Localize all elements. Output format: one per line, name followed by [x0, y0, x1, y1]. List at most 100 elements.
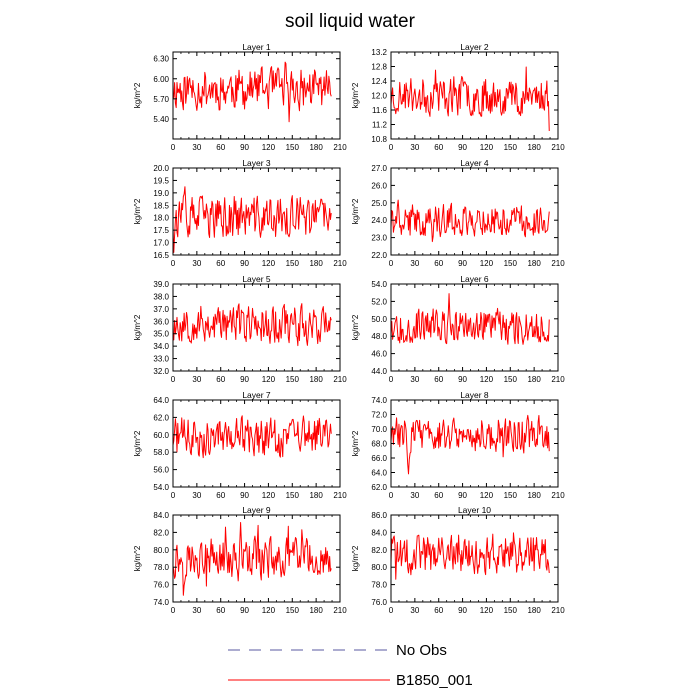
x-tick-label: 90 [240, 143, 249, 152]
y-tick-label: 78.0 [153, 563, 169, 572]
y-tick-label: 66.0 [371, 454, 387, 463]
x-tick-label: 60 [434, 259, 443, 268]
y-tick-label: 23.0 [371, 234, 387, 243]
y-tick-label: 26.0 [371, 181, 387, 190]
plot-frame [172, 283, 341, 372]
legend-label: No Obs [396, 642, 447, 659]
x-tick-label: 0 [171, 259, 176, 268]
x-tick-label: 0 [171, 143, 176, 152]
y-tick-label: 54.0 [371, 280, 387, 289]
series-line-b1850-001 [390, 414, 550, 475]
y-tick-label: 46.0 [371, 350, 387, 359]
y-tick-label: 5.70 [153, 95, 169, 104]
y-tick-label: 62.0 [153, 413, 169, 422]
y-tick-label: 58.0 [153, 448, 169, 457]
y-tick-label: 16.5 [153, 251, 169, 260]
y-axis-label: kg/m^2 [351, 198, 360, 224]
figure-title: soil liquid water [285, 11, 416, 32]
x-tick-label: 30 [410, 606, 419, 615]
x-tick-label: 180 [309, 259, 323, 268]
series-line-b1850-001 [390, 532, 550, 580]
y-tick-label: 13.2 [371, 48, 387, 57]
x-tick-label: 210 [333, 375, 347, 384]
x-tick-label: 60 [216, 259, 225, 268]
y-tick-label: 52.0 [371, 297, 387, 306]
y-tick-label: 6.00 [153, 75, 169, 84]
x-tick-label: 60 [434, 491, 443, 500]
x-tick-label: 180 [527, 143, 541, 152]
x-tick-label: 210 [333, 143, 347, 152]
y-tick-label: 17.5 [153, 226, 169, 235]
panel-title: Layer 6 [460, 274, 489, 284]
x-tick-label: 90 [458, 491, 467, 500]
y-tick-label: 37.0 [153, 305, 169, 314]
y-tick-label: 19.0 [153, 189, 169, 198]
x-tick-label: 120 [262, 259, 276, 268]
y-tick-label: 82.0 [153, 528, 169, 537]
y-tick-label: 11.6 [372, 106, 388, 115]
y-tick-label: 10.8 [371, 135, 387, 144]
x-tick-label: 30 [410, 491, 419, 500]
x-tick-label: 120 [480, 259, 494, 268]
panel-title: Layer 8 [460, 390, 489, 400]
x-tick-label: 90 [458, 375, 467, 384]
x-tick-label: 120 [480, 491, 494, 500]
y-tick-label: 19.5 [153, 176, 169, 185]
x-tick-label: 120 [262, 375, 276, 384]
y-tick-label: 72.0 [371, 411, 387, 420]
y-tick-label: 84.0 [153, 511, 169, 520]
x-tick-label: 120 [480, 606, 494, 615]
x-tick-label: 150 [504, 375, 518, 384]
x-tick-label: 90 [240, 606, 249, 615]
x-tick-label: 0 [389, 259, 394, 268]
x-tick-label: 90 [240, 259, 249, 268]
x-tick-label: 90 [458, 606, 467, 615]
y-tick-label: 39.0 [153, 280, 169, 289]
x-tick-label: 150 [286, 375, 300, 384]
panel-title: Layer 2 [460, 42, 489, 52]
x-tick-label: 150 [504, 143, 518, 152]
series-line-b1850-001 [172, 521, 332, 596]
x-tick-label: 60 [216, 491, 225, 500]
y-axis-label: kg/m^2 [133, 314, 142, 340]
x-tick-label: 120 [262, 143, 276, 152]
x-tick-label: 30 [192, 143, 201, 152]
panel-title: Layer 1 [242, 42, 271, 52]
y-tick-label: 35.0 [153, 330, 169, 339]
plot-frame [390, 167, 559, 256]
x-tick-label: 0 [171, 606, 176, 615]
panel-layer-5: Layer 5 0 30 60 90 120 150 180 210 32.0 33.0 34.0 35… [133, 274, 347, 384]
y-tick-label: 12.4 [371, 77, 387, 86]
plot-frame [172, 514, 341, 603]
y-tick-label: 33.0 [153, 355, 169, 364]
series-line-b1850-001 [390, 293, 550, 345]
x-tick-label: 180 [527, 375, 541, 384]
x-tick-label: 210 [333, 606, 347, 615]
y-tick-label: 70.0 [371, 425, 387, 434]
x-tick-label: 210 [551, 259, 565, 268]
series-line-b1850-001 [390, 199, 550, 243]
panel-layer-7: Layer 7 0 30 60 90 120 150 180 210 54.0 56.0 58.0 60… [133, 390, 347, 500]
y-tick-label: 20.0 [153, 164, 169, 173]
panels-grid: Layer 10 30 60 90 120 150 180 2105.405.706.006.… [133, 42, 565, 615]
y-tick-label: 12.8 [371, 63, 387, 72]
panel-layer-8: Layer 8 0 30 60 90 120 150 180 210 62.0 64.0 66.0 68… [351, 390, 565, 500]
x-tick-label: 150 [504, 259, 518, 268]
y-tick-label: 56.0 [153, 466, 169, 475]
x-tick-label: 180 [309, 375, 323, 384]
y-tick-label: 36.0 [153, 317, 169, 326]
series-line-b1850-001 [172, 61, 332, 123]
x-tick-label: 180 [309, 143, 323, 152]
panel-layer-10: Layer 10 0 30 60 90 120 150 180 210 76.0 78.0 80.0 8… [351, 505, 565, 615]
series-line-b1850-001 [172, 415, 332, 459]
series-line-b1850-001 [390, 66, 550, 132]
y-tick-label: 60.0 [153, 431, 169, 440]
y-tick-label: 12.0 [371, 92, 387, 101]
legend-label: B1850_001 [396, 672, 473, 689]
x-tick-label: 90 [240, 375, 249, 384]
plot-frame [172, 399, 341, 488]
y-tick-label: 11.2 [372, 121, 388, 130]
y-tick-label: 74.0 [153, 598, 169, 607]
x-tick-label: 60 [434, 606, 443, 615]
x-tick-label: 60 [216, 606, 225, 615]
